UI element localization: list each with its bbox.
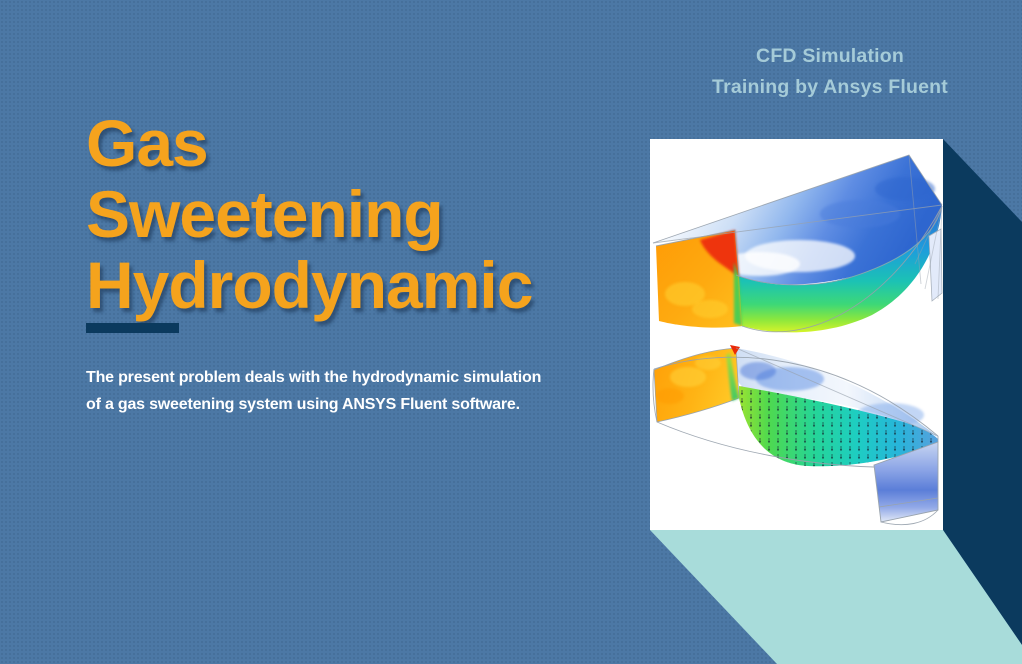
accent-divider-bar: [86, 323, 179, 333]
title-line-1: Gas: [86, 106, 209, 181]
caption-line-1: CFD Simulation: [756, 45, 904, 67]
long-shadow-shape: [943, 139, 1022, 645]
cfd-contour-bottom-image: [652, 345, 939, 526]
cfd-figure-panel: [650, 139, 943, 530]
caption-line-2: Training by Ansys Fluent: [712, 76, 948, 98]
title-line-3: Hydrodynamic: [86, 248, 533, 323]
mint-floor-shape: [650, 530, 1022, 664]
title-line-2: Sweetening: [86, 177, 444, 252]
cfd-contour-top-image: [652, 154, 943, 333]
description-line-1: The present problem deals with the hydro…: [86, 369, 542, 386]
page-title: Gas Sweetening Hydrodynamic: [86, 106, 533, 323]
description-text: The present problem deals with the hydro…: [86, 365, 541, 418]
training-caption: CFD Simulation Training by Ansys Fluent: [712, 41, 948, 103]
description-line-2: of a gas sweetening system using ANSYS F…: [86, 395, 520, 413]
